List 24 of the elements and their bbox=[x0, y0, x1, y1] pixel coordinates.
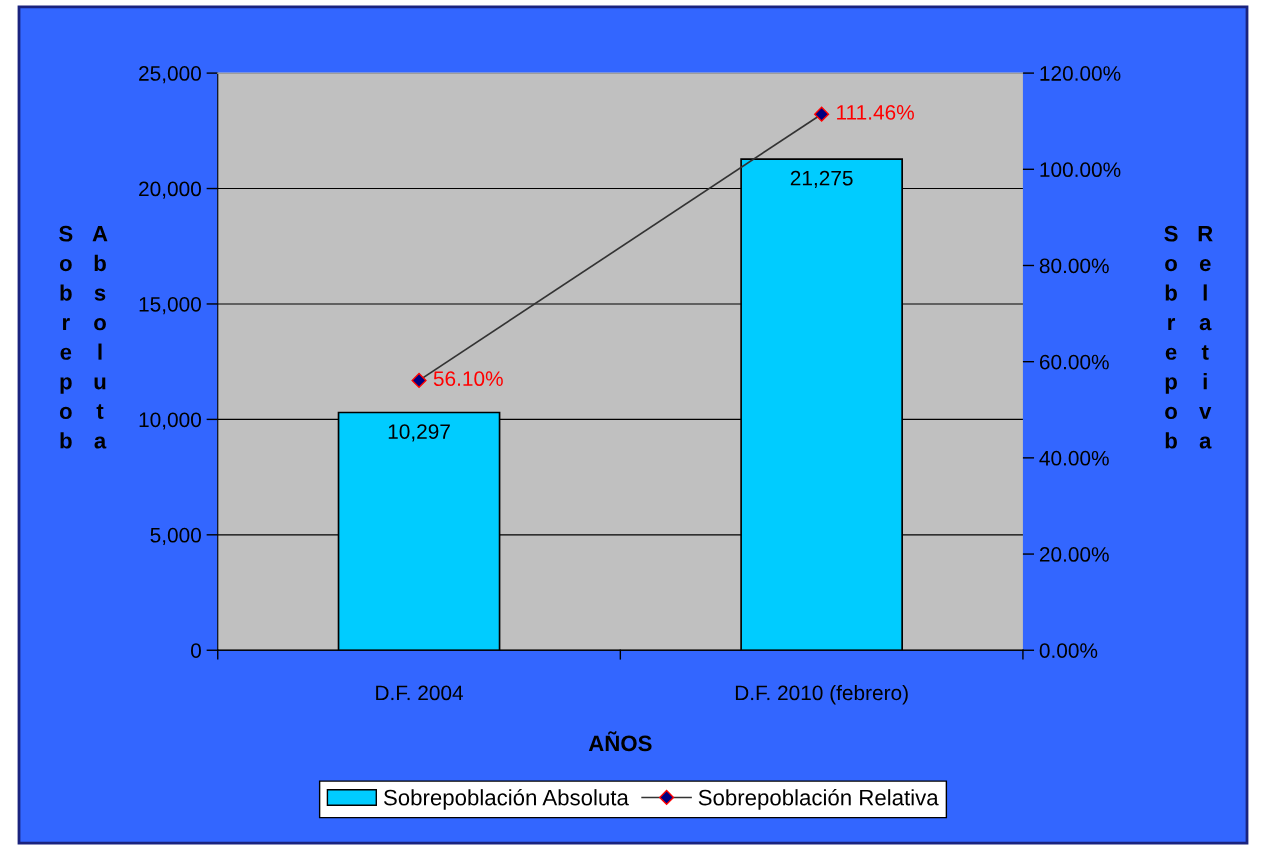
text: Sobrepob Absoluta bbox=[59, 225, 108, 449]
legend-label: Sobrepoblación Absoluta bbox=[383, 788, 629, 810]
x-axis-title: AÑOS bbox=[588, 731, 652, 752]
y2-tick-label: 20.00% bbox=[1039, 547, 1109, 562]
y2-tick-label: 80.00% bbox=[1039, 258, 1109, 274]
text: Sobrepob Relativa bbox=[1164, 225, 1213, 449]
y2-tick-label: 60.00% bbox=[1039, 354, 1109, 370]
y2-tick-label: 100.00% bbox=[1040, 162, 1121, 178]
y-tick-label: 10,000 bbox=[139, 412, 201, 430]
x-tick-label: D.F. 2004 bbox=[376, 685, 464, 701]
data-label: 10,297 bbox=[388, 424, 450, 442]
data-label: 56.10% bbox=[433, 371, 503, 387]
y-tick-label: 0 bbox=[191, 643, 201, 658]
y-tick-label: 25,000 bbox=[139, 66, 201, 84]
y-tick-label: 5,000 bbox=[150, 527, 201, 546]
y2-tick-label: 40.00% bbox=[1039, 450, 1109, 466]
data-label: 111.46% bbox=[837, 105, 914, 120]
y-tick-label: 20,000 bbox=[139, 181, 201, 199]
legend-label: Sobrepoblación Relativa bbox=[698, 788, 939, 810]
data-label: 21,275 bbox=[790, 170, 853, 188]
y2-tick-label: 120.00% bbox=[1040, 66, 1121, 81]
y2-tick-label: 0.00% bbox=[1039, 643, 1098, 658]
y-tick-label: 15,000 bbox=[139, 296, 201, 315]
x-tick-label: D.F. 2010 (febrero) bbox=[735, 684, 908, 705]
